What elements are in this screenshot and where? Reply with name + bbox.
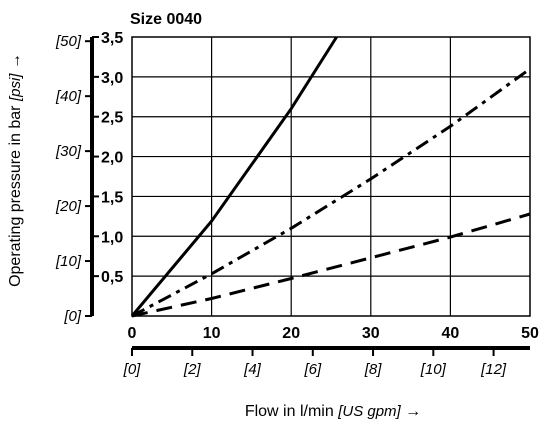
y-axis-title-main: Operating pressure in bar <box>7 105 24 287</box>
y-tick-label-secondary: [30] <box>55 143 82 160</box>
x-tick-label-primary: 50 <box>521 325 539 342</box>
x-axis-title: Flow in l/min [US gpm] → <box>245 403 421 420</box>
y-tick-label-secondary: [50] <box>55 33 82 50</box>
x-tick-label-secondary: [2] <box>183 361 202 378</box>
x-tick-label-primary: 30 <box>362 325 380 342</box>
y-tick-label-secondary: [20] <box>55 198 82 215</box>
series-group <box>130 36 531 318</box>
y-tick-label-primary: 1,0 <box>101 229 123 246</box>
y-tick-label-secondary: [40] <box>55 88 82 105</box>
plot-frame <box>131 36 531 317</box>
y-axis-title-unit: [psi] <box>7 73 24 102</box>
series-line-solid <box>130 36 338 317</box>
tick-labels: 0,5 1,0 1,5 2,0 2,5 3,0 3,5 [0] [10] [20] [30] [40]… <box>55 30 539 378</box>
y-tick-label-primary: 3,0 <box>101 70 123 87</box>
x-tick-label-secondary: [4] <box>243 361 262 378</box>
x-tick-label-primary: 20 <box>282 325 300 342</box>
x-axis-title-unit: [US gpm] <box>337 403 401 420</box>
x-tick-label-primary: 10 <box>203 325 221 342</box>
x-tick-label-secondary: [10] <box>420 361 447 378</box>
x-tick-label-secondary: [0] <box>123 361 142 378</box>
y-tick-label-secondary: [0] <box>63 308 82 325</box>
y-tick-label-primary: 3,5 <box>101 30 123 47</box>
x-axis-title-arrow: → <box>405 403 421 420</box>
x-tick-label-secondary: [6] <box>303 361 322 378</box>
series-line-dash-dot <box>131 67 531 318</box>
axes <box>85 36 530 356</box>
y-tick-label-primary: 2,5 <box>101 110 123 127</box>
x-axis-title-main: Flow in l/min <box>245 403 334 420</box>
y-axis-title-arrow: → <box>7 53 24 69</box>
series-line-dashed <box>131 212 531 318</box>
y-tick-label-primary: 2,0 <box>101 150 123 167</box>
x-tick-label-secondary: [8] <box>364 361 383 378</box>
grid <box>131 36 531 317</box>
x-tick-label-secondary: [12] <box>480 361 507 378</box>
x-tick-label-primary: 40 <box>442 325 460 342</box>
y-tick-label-secondary: [10] <box>55 253 82 270</box>
y-axis-title: Operating pressure in bar [psi] → <box>7 53 24 287</box>
y-tick-label-primary: 1,5 <box>101 189 123 206</box>
y-tick-label-primary: 0,5 <box>101 269 123 286</box>
chart-title: Size 0040 <box>130 11 202 28</box>
x-tick-label-primary: 0 <box>128 325 137 342</box>
